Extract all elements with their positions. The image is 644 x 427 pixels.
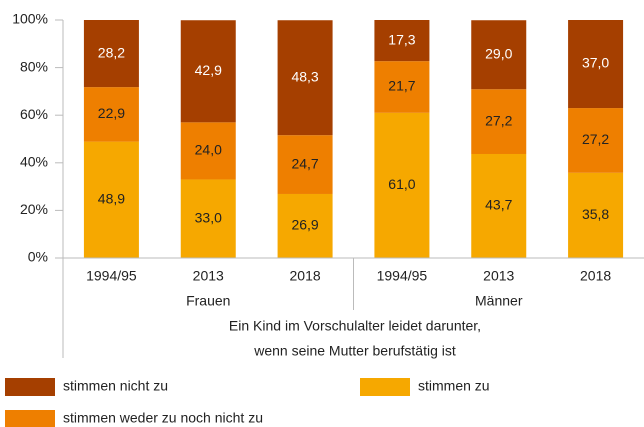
bar-segment (374, 20, 430, 62)
bar-segment (568, 172, 624, 258)
legend-label: stimmen zu (418, 378, 490, 394)
bar-segment (471, 20, 527, 90)
value-label: 33,0 (195, 209, 222, 225)
group-label: Frauen (186, 293, 230, 309)
legend-label: stimmen weder zu noch nicht zu (63, 410, 263, 426)
legend-swatch (5, 410, 55, 427)
bar-segment (374, 112, 430, 258)
y-tick-label: 40% (20, 154, 48, 170)
bar-segment (471, 89, 527, 154)
bar-segment (568, 20, 624, 109)
value-label: 28,2 (98, 44, 125, 60)
value-label: 61,0 (388, 176, 415, 192)
x-tick-label: 2018 (580, 268, 611, 284)
bar-segment (374, 61, 430, 113)
bar-segment (83, 141, 139, 258)
group-label: Männer (475, 293, 523, 309)
value-label: 35,8 (582, 206, 609, 222)
bar-segment (83, 20, 139, 88)
value-label: 22,9 (98, 105, 125, 121)
value-label: 26,9 (291, 217, 318, 233)
value-label: 43,7 (485, 197, 512, 213)
x-axis-label: wenn seine Mutter berufstätig ist (253, 343, 456, 359)
bar-segment (277, 135, 333, 194)
x-tick-label: 1994/95 (377, 268, 428, 284)
x-tick-label: 2018 (290, 268, 321, 284)
x-axis-label: Ein Kind im Vorschulalter leidet darunte… (229, 318, 481, 334)
x-tick-label: 2013 (193, 268, 224, 284)
value-label: 21,7 (388, 78, 415, 94)
x-tick-label: 2013 (483, 268, 514, 284)
value-label: 27,2 (485, 112, 512, 128)
legend-swatch (360, 378, 410, 396)
value-label: 24,0 (195, 142, 222, 158)
y-tick-label: 0% (28, 249, 48, 265)
legend-swatch (5, 378, 55, 396)
value-label: 42,9 (195, 62, 222, 78)
value-label: 17,3 (388, 31, 415, 47)
y-tick-label: 80% (20, 58, 48, 74)
value-label: 29,0 (485, 45, 512, 61)
bar-segment (180, 179, 236, 258)
y-tick-label: 20% (20, 201, 48, 217)
bar-segment (277, 20, 333, 136)
bar-segment (471, 153, 527, 258)
bar-segment (180, 20, 236, 123)
y-tick-label: 100% (12, 11, 48, 27)
value-label: 48,9 (98, 191, 125, 207)
bar-segment (568, 108, 624, 173)
bar-segment (83, 87, 139, 142)
legend-label: stimmen nicht zu (63, 378, 168, 394)
value-label: 24,7 (291, 155, 318, 171)
value-label: 48,3 (291, 68, 318, 84)
bar-segment (180, 122, 236, 180)
bar-segment (277, 193, 333, 258)
value-label: 37,0 (582, 55, 609, 71)
value-label: 27,2 (582, 131, 609, 147)
y-tick-label: 60% (20, 106, 48, 122)
x-tick-label: 1994/95 (86, 268, 137, 284)
